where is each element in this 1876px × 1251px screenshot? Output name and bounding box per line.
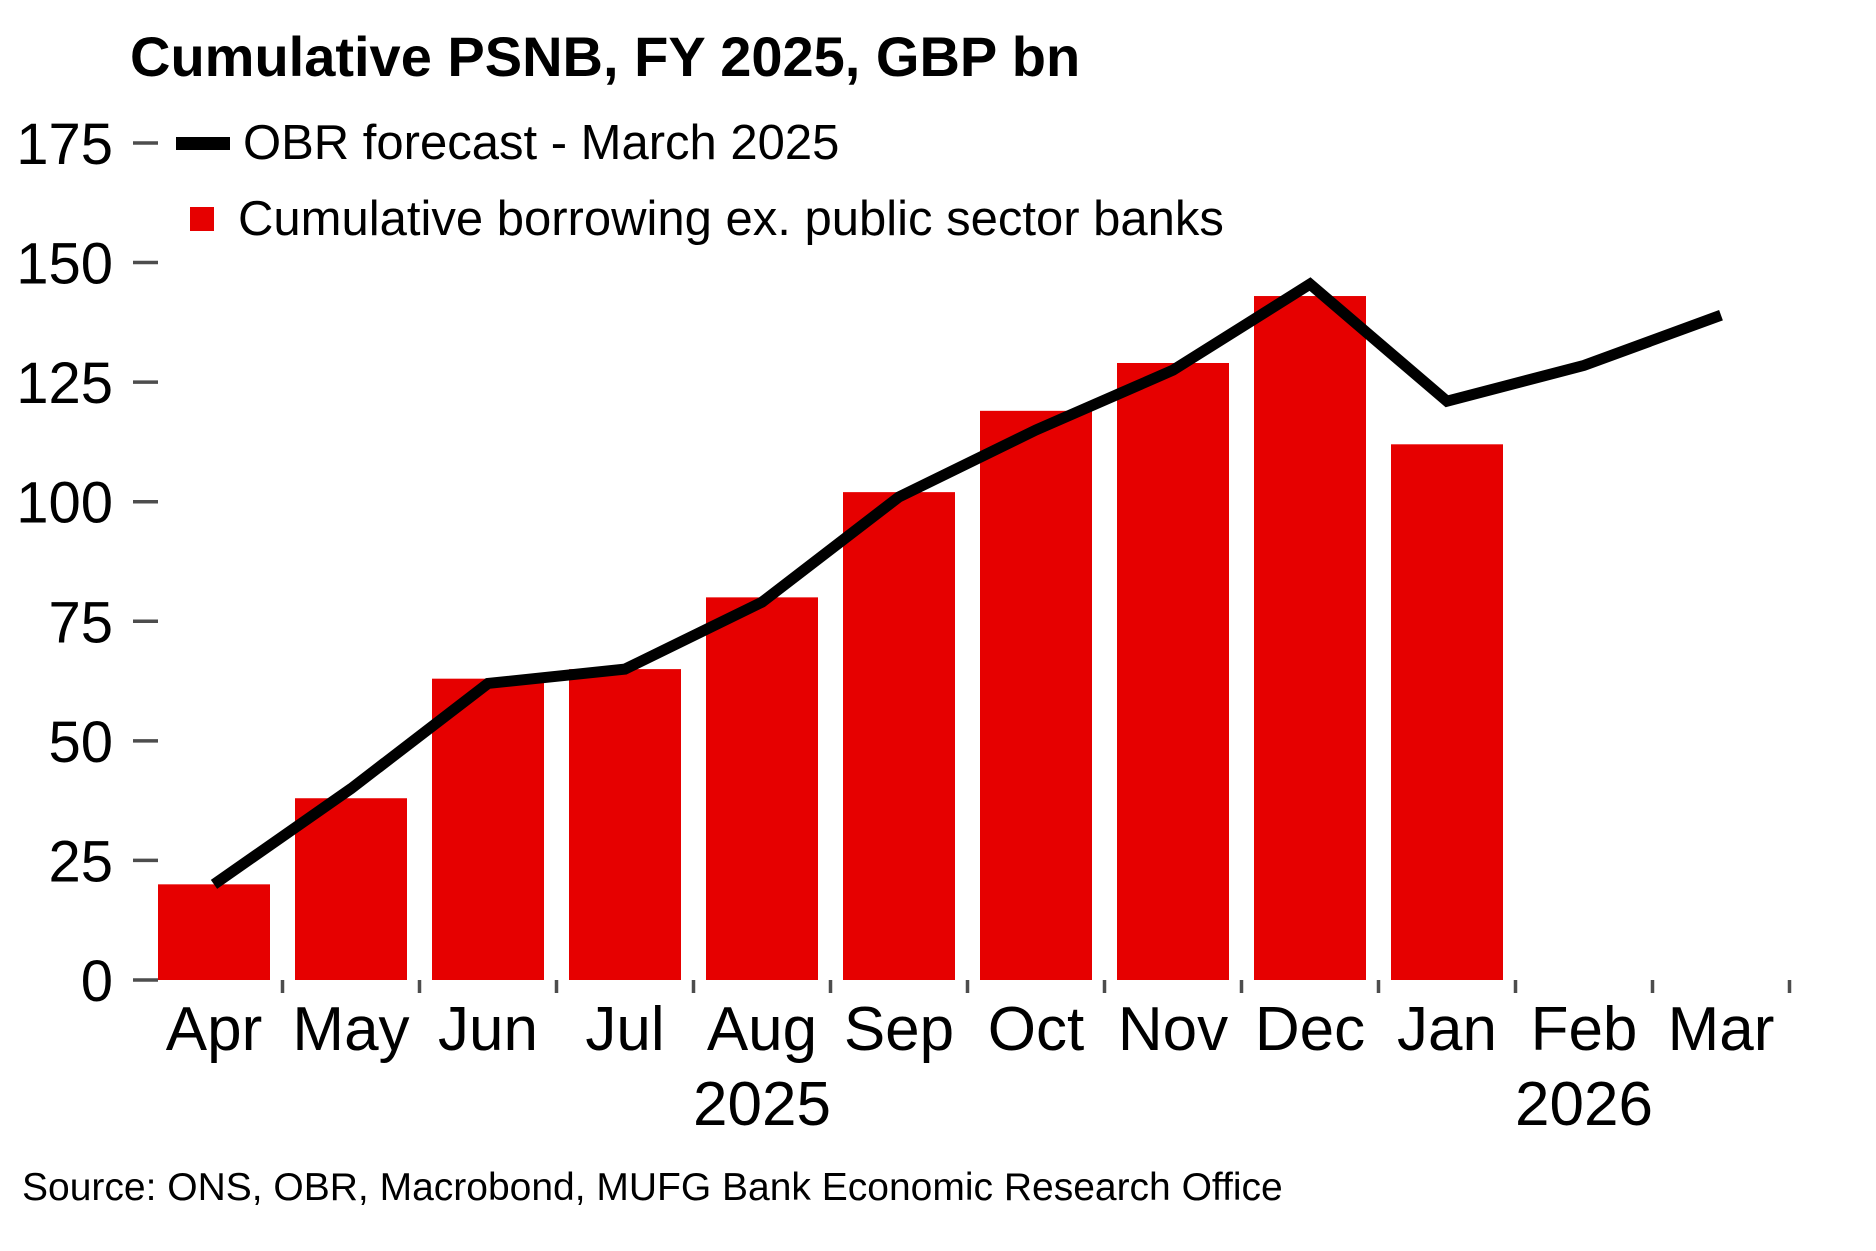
month-label-apr: Apr <box>166 995 262 1064</box>
month-label-may: May <box>292 995 409 1064</box>
legend-item-cumulative-borrowing: Cumulative borrowing ex. public sector b… <box>176 188 1224 250</box>
month-label-mar: Mar <box>1668 995 1775 1064</box>
bar-aug <box>706 597 818 980</box>
bar-jun <box>432 678 544 980</box>
month-label-dec: Dec <box>1255 995 1365 1064</box>
month-label-nov: Nov <box>1118 995 1228 1064</box>
legend-item-obr-forecast: OBR forecast - March 2025 <box>176 112 1224 174</box>
year-label-2026: 2026 <box>1515 1070 1653 1139</box>
y-tick-label-125: 125 <box>16 351 113 416</box>
bar-dec <box>1254 296 1366 980</box>
y-tick-label-175: 175 <box>16 112 113 177</box>
bar-apr <box>158 884 270 980</box>
legend: OBR forecast - March 2025 Cumulative bor… <box>176 112 1224 250</box>
year-label-2025: 2025 <box>693 1070 831 1139</box>
y-tick-label-75: 75 <box>48 590 113 655</box>
month-label-jun: Jun <box>438 995 538 1064</box>
y-tick-label-25: 25 <box>48 829 113 894</box>
line-series-marker-icon <box>176 136 230 150</box>
legend-label-cumulative-borrowing: Cumulative borrowing ex. public sector b… <box>238 191 1224 246</box>
bar-may <box>295 798 407 980</box>
y-tick-label-150: 150 <box>16 232 113 297</box>
obr-forecast-line <box>210 277 1723 889</box>
month-label-feb: Feb <box>1531 995 1638 1064</box>
bar-sep <box>843 492 955 980</box>
month-label-jan: Jan <box>1397 995 1497 1064</box>
source-note: Source: ONS, OBR, Macrobond, MUFG Bank E… <box>22 1166 1283 1209</box>
legend-label-obr-forecast: OBR forecast - March 2025 <box>243 115 840 170</box>
y-tick-label-50: 50 <box>48 710 113 775</box>
bar-jul <box>569 669 681 980</box>
chart-title: Cumulative PSNB, FY 2025, GBP bn <box>130 25 1081 88</box>
bar-oct <box>980 410 1092 980</box>
y-tick-label-0: 0 <box>81 949 113 1014</box>
month-label-sep: Sep <box>844 995 954 1064</box>
bar-series-marker-icon <box>190 207 214 231</box>
y-tick-label-100: 100 <box>16 471 113 536</box>
bar-nov <box>1117 362 1229 980</box>
month-label-oct: Oct <box>988 995 1084 1064</box>
bar-jan <box>1391 444 1503 981</box>
month-label-jul: Jul <box>585 995 664 1064</box>
month-label-aug: Aug <box>707 995 817 1064</box>
